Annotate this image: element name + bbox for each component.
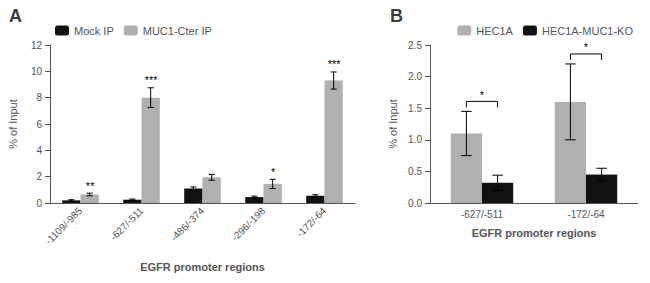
svg-text:0.5: 0.5 bbox=[408, 166, 422, 177]
svg-text:-172/-64: -172/-64 bbox=[567, 209, 605, 220]
svg-text:Mock IP: Mock IP bbox=[74, 25, 114, 37]
svg-text:B: B bbox=[390, 6, 403, 26]
svg-text:0: 0 bbox=[36, 198, 42, 209]
svg-text:2.5: 2.5 bbox=[408, 40, 422, 51]
svg-text:2.0: 2.0 bbox=[408, 71, 422, 82]
svg-text:HEC1A: HEC1A bbox=[476, 25, 513, 37]
svg-text:4: 4 bbox=[36, 145, 42, 156]
svg-text:1.0: 1.0 bbox=[408, 134, 422, 145]
svg-text:-296/-198: -296/-198 bbox=[229, 205, 267, 243]
svg-text:8: 8 bbox=[36, 92, 42, 103]
svg-text:*: * bbox=[271, 166, 276, 178]
svg-text:2: 2 bbox=[36, 171, 42, 182]
svg-text:0.0: 0.0 bbox=[408, 198, 422, 209]
svg-text:MUC1-Cter IP: MUC1-Cter IP bbox=[143, 25, 212, 37]
svg-text:-172/-64: -172/-64 bbox=[294, 205, 328, 239]
svg-text:10: 10 bbox=[31, 66, 43, 77]
svg-text:-627/-511: -627/-511 bbox=[108, 205, 146, 243]
svg-text:12: 12 bbox=[31, 40, 43, 51]
svg-text:% of Input: % of Input bbox=[387, 99, 399, 149]
svg-text:EGFR promoter regions: EGFR promoter regions bbox=[472, 227, 597, 239]
svg-text:HEC1A-MUC1-KO: HEC1A-MUC1-KO bbox=[542, 25, 634, 37]
svg-text:% of Input: % of Input bbox=[7, 99, 19, 149]
svg-text:1.5: 1.5 bbox=[408, 103, 422, 114]
svg-text:*: * bbox=[480, 89, 485, 101]
svg-text:6: 6 bbox=[36, 119, 42, 130]
svg-text:***: *** bbox=[327, 58, 341, 70]
svg-text:-627/-511: -627/-511 bbox=[461, 209, 504, 220]
svg-text:A: A bbox=[9, 6, 22, 26]
svg-text:-1109/-985: -1109/-985 bbox=[43, 205, 85, 247]
svg-text:*: * bbox=[584, 41, 589, 53]
svg-text:***: *** bbox=[144, 74, 158, 86]
svg-text:EGFR promoter regions: EGFR promoter regions bbox=[140, 261, 265, 273]
svg-text:**: ** bbox=[85, 180, 94, 192]
svg-text:-486/-374: -486/-374 bbox=[168, 205, 206, 243]
